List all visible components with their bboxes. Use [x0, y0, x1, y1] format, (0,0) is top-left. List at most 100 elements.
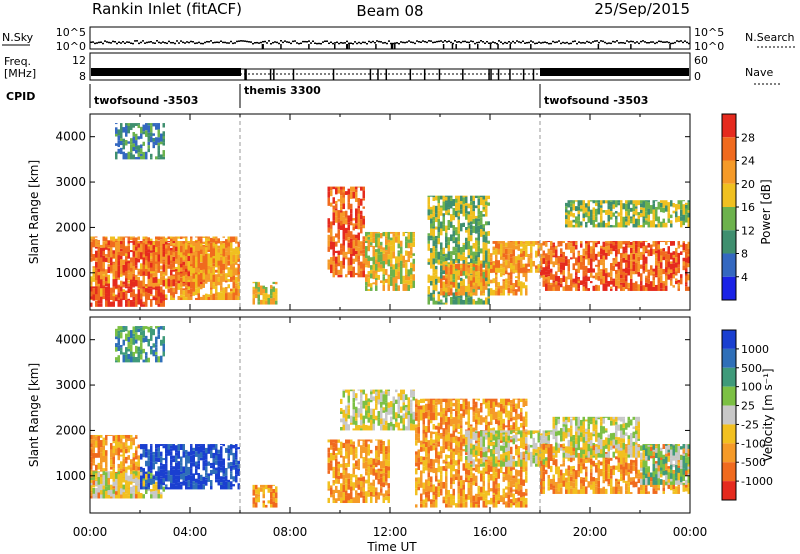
data-cell: [225, 251, 228, 254]
nsky-point: [416, 40, 418, 42]
data-cell: [492, 250, 495, 255]
data-cell: [470, 195, 473, 202]
freq-label-2: [MHz]: [4, 67, 36, 80]
data-cell: [442, 413, 445, 422]
data-cell: [152, 249, 155, 253]
data-cell: [412, 231, 415, 234]
data-cell: [217, 245, 220, 249]
data-cell: [130, 241, 133, 243]
data-cell: [332, 241, 335, 250]
data-cell: [155, 457, 158, 462]
data-cell: [610, 248, 613, 252]
nsky-point: [204, 41, 206, 44]
data-cell: [232, 255, 235, 260]
data-cell: [437, 226, 440, 233]
data-cell: [397, 256, 400, 263]
data-cell: [385, 251, 388, 259]
data-cell: [657, 269, 660, 278]
data-cell: [235, 444, 238, 446]
data-cell: [595, 224, 598, 228]
data-cell: [140, 482, 143, 490]
data-cell: [635, 200, 638, 202]
data-cell: [405, 236, 408, 242]
data-cell: [102, 247, 105, 251]
data-cell: [570, 211, 573, 217]
data-cell: [137, 136, 140, 140]
data-cell: [460, 268, 463, 271]
data-cell: [235, 447, 238, 451]
data-cell: [602, 255, 605, 263]
data-cell: [177, 248, 180, 251]
data-cell: [110, 443, 113, 450]
data-cell: [340, 212, 343, 221]
data-cell: [145, 291, 148, 300]
data-cell: [450, 198, 453, 201]
data-cell: [207, 269, 210, 274]
data-cell: [435, 217, 438, 223]
data-cell: [485, 297, 488, 305]
data-cell: [380, 443, 383, 452]
data-cell: [512, 265, 515, 270]
data-cell: [132, 463, 135, 471]
data-cell: [175, 289, 178, 295]
data-cell: [427, 286, 430, 290]
data-cell: [170, 250, 173, 255]
data-cell: [220, 255, 223, 258]
data-cell: [502, 261, 505, 268]
data-cell: [342, 442, 345, 449]
data-cell: [687, 248, 690, 255]
data-cell: [615, 269, 618, 274]
data-cell: [647, 271, 650, 279]
data-cell: [215, 296, 218, 301]
data-cell: [497, 282, 500, 286]
data-cell: [517, 241, 520, 245]
data-cell: [95, 436, 98, 441]
data-cell: [552, 244, 555, 248]
data-cell: [205, 462, 208, 467]
data-cell: [375, 469, 378, 473]
data-cell: [112, 456, 115, 465]
data-cell: [210, 257, 213, 265]
data-cell: [105, 255, 108, 258]
data-cell: [117, 468, 120, 473]
data-cell: [542, 258, 545, 264]
data-cell: [145, 284, 148, 287]
data-cell: [577, 262, 580, 266]
data-cell: [107, 286, 110, 290]
data-cell: [485, 204, 488, 209]
nsky-point: [188, 41, 190, 44]
data-cell: [540, 243, 543, 251]
data-cell: [327, 497, 330, 504]
data-cell: [645, 200, 648, 208]
data-cell: [155, 290, 158, 298]
data-cell: [440, 265, 443, 272]
data-cell: [330, 264, 333, 270]
data-cell: [112, 453, 115, 457]
data-cell: [212, 243, 215, 252]
data-cell: [185, 475, 188, 482]
data-cell: [587, 211, 590, 217]
data-cell: [120, 241, 123, 245]
data-cell: [552, 282, 555, 287]
nsky-point: [166, 42, 168, 45]
data-cell: [130, 289, 133, 293]
data-cell: [422, 499, 425, 505]
data-cell: [160, 476, 163, 479]
data-cell: [357, 232, 360, 241]
nsky-point: [238, 40, 240, 42]
data-cell: [352, 397, 355, 403]
data-cell: [355, 192, 358, 198]
data-cell: [457, 291, 460, 296]
data-cell: [412, 233, 415, 238]
data-cell: [627, 260, 630, 269]
nsky-point: [358, 41, 360, 44]
data-cell: [177, 450, 180, 459]
data-cell: [475, 240, 478, 247]
data-cell: [477, 218, 480, 222]
data-cell: [667, 202, 670, 206]
data-cell: [467, 255, 470, 259]
nsky-point: [370, 41, 372, 44]
data-cell: [437, 435, 440, 442]
data-cell: [122, 484, 125, 490]
data-cell: [365, 265, 368, 268]
